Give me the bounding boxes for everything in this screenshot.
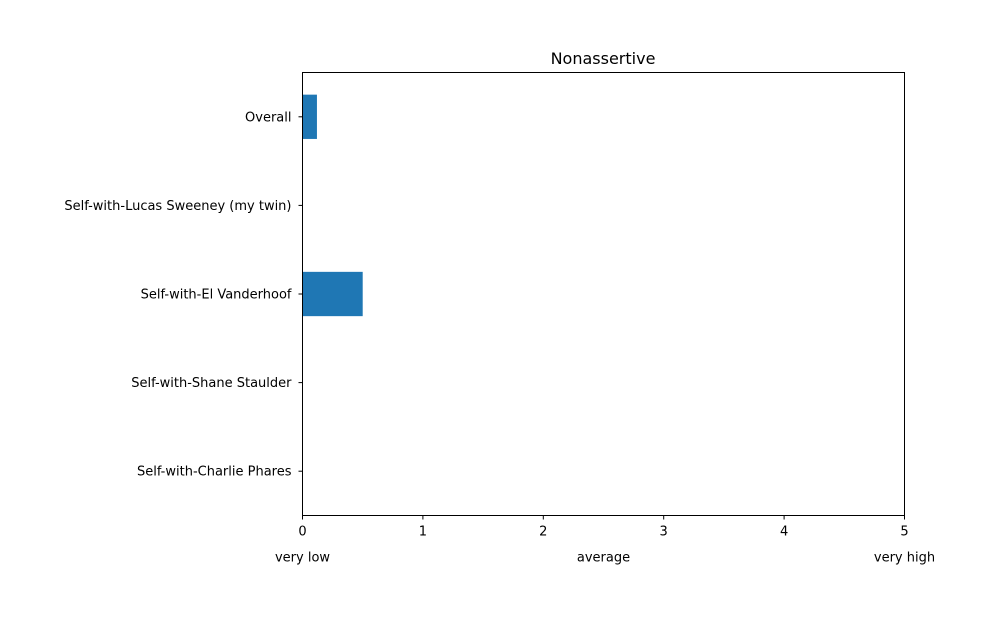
x-tick-label: 0 [298,525,306,540]
x-tick-label: 2 [539,525,547,540]
y-tick-label: Self-with-Charlie Phares [137,465,292,480]
bar [302,271,363,317]
y-axis: Overall Self-with-Lucas Sweeney (my twin)… [64,110,303,480]
x-tick-label: 5 [900,525,908,540]
x-tick-label: 4 [780,525,788,540]
scale-label: very low [275,551,330,566]
scale-labels: very low average very high [275,551,935,566]
bar [302,94,317,139]
y-tick-label: Self-with-Shane Staulder [131,376,292,391]
y-tick-label: Self-with-El Vanderhoof [141,288,292,303]
x-axis: 0 1 2 3 4 5 [298,515,909,540]
y-tick-label: Overall [245,110,291,125]
plot-frame [302,72,905,516]
chart-title: Nonassertive [551,49,656,68]
y-tick-label: Self-with-Lucas Sweeney (my twin) [64,199,291,214]
scale-label: very high [874,551,935,566]
bars-layer [302,94,363,317]
scale-label: average [577,551,630,566]
x-tick-label: 3 [660,525,668,540]
x-tick-label: 1 [419,525,427,540]
